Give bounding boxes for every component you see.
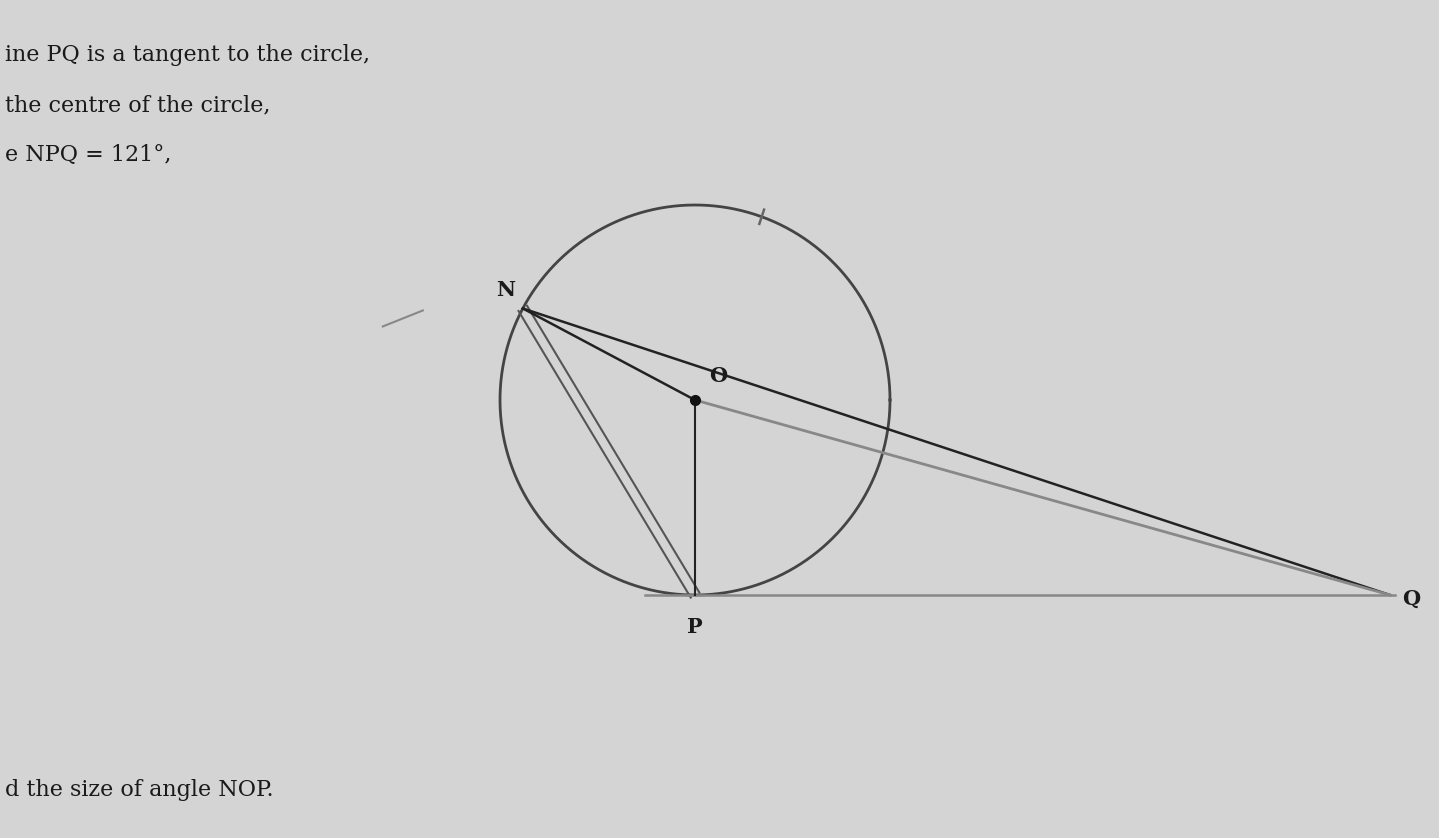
Text: Q: Q (1402, 589, 1420, 609)
Text: N: N (495, 281, 515, 301)
Text: O: O (709, 366, 727, 386)
Text: ine PQ is a tangent to the circle,: ine PQ is a tangent to the circle, (4, 44, 370, 66)
Text: P: P (688, 617, 702, 637)
Text: d the size of angle NOP.: d the size of angle NOP. (4, 779, 273, 801)
Text: e NPQ = 121°,: e NPQ = 121°, (4, 144, 171, 166)
Text: the centre of the circle,: the centre of the circle, (4, 94, 271, 116)
